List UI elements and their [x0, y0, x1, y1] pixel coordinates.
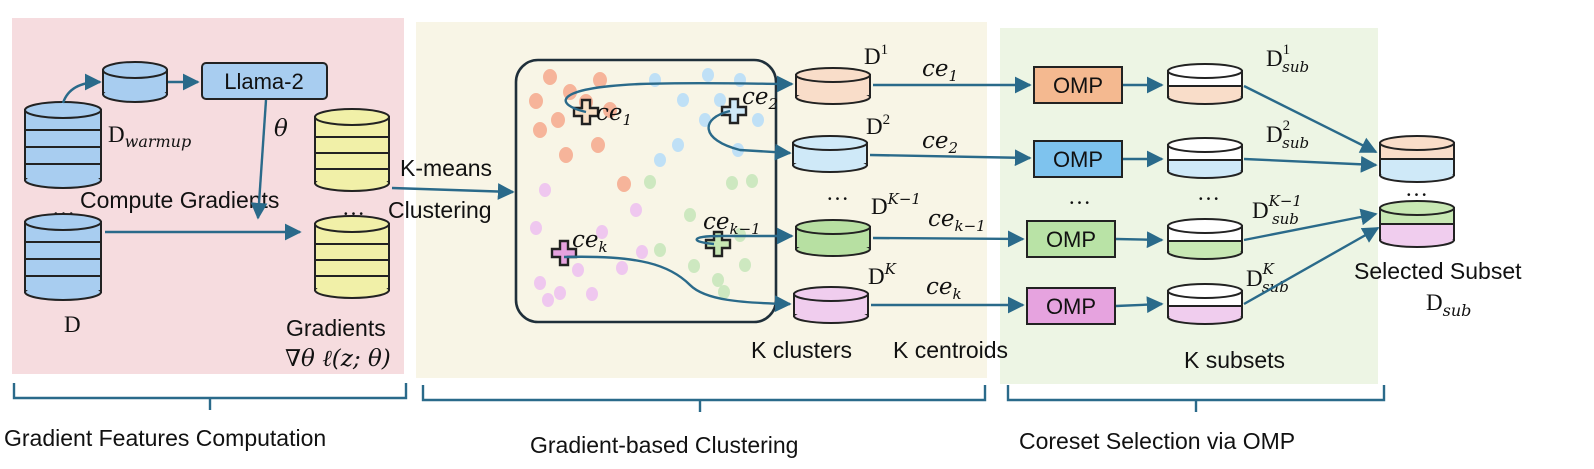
subset-2-db [1168, 138, 1242, 178]
warmup-database [103, 62, 167, 102]
point [712, 273, 724, 287]
point [684, 208, 696, 222]
caption-gradient-features: Gradient Features Computation [4, 425, 326, 451]
point [534, 276, 546, 290]
point [591, 137, 605, 153]
point [551, 112, 565, 128]
point [529, 93, 543, 109]
point [654, 153, 666, 167]
kmeans-label: K-means [400, 155, 492, 181]
omp-label-1: OMP [1053, 73, 1103, 98]
point [539, 183, 551, 197]
subset-4-db [1168, 284, 1242, 324]
point [636, 245, 648, 259]
subset-1-db [1168, 64, 1242, 104]
point [677, 93, 689, 107]
point [726, 176, 738, 190]
subset-3-db [1168, 219, 1242, 259]
cluster-2-db [793, 136, 867, 172]
point [739, 258, 751, 272]
dataset-stack-top [25, 102, 101, 188]
point [649, 73, 661, 87]
point [617, 176, 631, 192]
selected-ellipsis: … [1405, 176, 1428, 201]
omp-label-2: OMP [1053, 147, 1103, 172]
caption-coreset: Coreset Selection via OMP [1019, 428, 1295, 454]
dataset-label: D [64, 312, 81, 337]
point [586, 287, 598, 301]
compute-gradients-label: Compute Gradients [80, 187, 279, 213]
point [616, 261, 628, 275]
point [718, 285, 730, 299]
point [542, 293, 554, 307]
selected-subset-label: Selected Subset [1354, 258, 1522, 284]
k-subsets-label: K subsets [1184, 347, 1285, 373]
point [543, 69, 557, 85]
k-clusters-label: K clusters [751, 337, 852, 363]
cluster-k-db [794, 287, 868, 323]
subset-ellipsis: … [1197, 180, 1220, 205]
omp-label-3: OMP [1046, 227, 1096, 252]
gradient-stack-bottom [315, 216, 389, 298]
omp-ellipsis: … [1068, 184, 1091, 209]
point [688, 259, 700, 273]
arrow-cluster-k1-omp [873, 238, 1023, 239]
brace-gradient-features [14, 383, 406, 410]
point [630, 203, 642, 217]
selected-subset-symbol: Dsub [1426, 290, 1471, 320]
point [752, 113, 764, 127]
cluster-ellipsis: … [826, 180, 849, 205]
gradient-formula: ∇θ ℓ(z; θ) [285, 346, 391, 372]
point [746, 174, 758, 188]
point [702, 68, 714, 82]
point [654, 243, 666, 257]
omp-label-4: OMP [1046, 294, 1096, 319]
llama-model-label: Llama-2 [224, 69, 303, 94]
arrow-omp-3-subset [1116, 239, 1162, 240]
clustering-label: Clustering [388, 197, 492, 223]
subset-3-label: DK−1 sub [1252, 192, 1302, 228]
brace-coreset [1008, 385, 1384, 412]
point [554, 286, 566, 300]
gradient-stack-top [315, 109, 389, 191]
k-centroids-label: K centroids [893, 337, 1008, 363]
point [714, 93, 726, 107]
cluster-1-db [796, 68, 870, 104]
dataset-stack-bottom [25, 214, 101, 300]
brace-clustering [423, 385, 985, 412]
caption-clustering: Gradient-based Clustering [530, 432, 798, 458]
point [559, 147, 573, 163]
theta-label: θ [274, 116, 288, 142]
point [572, 263, 584, 277]
selected-subset-db-bottom [1380, 201, 1454, 247]
point [533, 122, 547, 138]
point [530, 221, 542, 235]
cluster-k1-db [796, 220, 870, 256]
point [644, 175, 656, 189]
gradients-label: Gradients [286, 315, 386, 341]
point [672, 138, 684, 152]
